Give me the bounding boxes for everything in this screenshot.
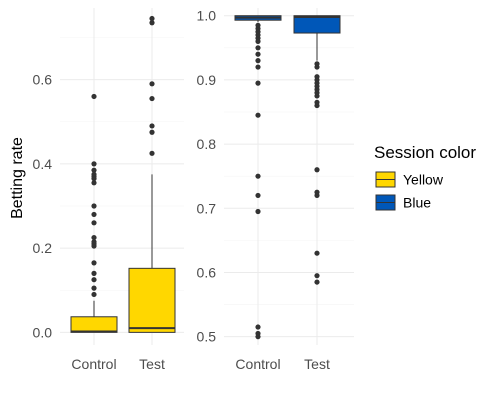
x-tick-label: Control: [235, 356, 280, 372]
outlier-point: [91, 161, 97, 167]
outlier-point: [314, 250, 320, 256]
y-tick-label: 0.2: [33, 240, 53, 256]
x-tick-label: Test: [304, 356, 330, 372]
outlier-point: [149, 15, 155, 22]
outlier-point: [149, 81, 155, 87]
outlier-point: [255, 324, 261, 330]
legend-label: Yellow: [403, 172, 444, 188]
outlier-point: [255, 80, 261, 86]
y-tick-label: 0.4: [33, 156, 53, 172]
outlier-point: [91, 180, 97, 186]
outlier-point: [91, 167, 97, 173]
y-tick-label: 0.8: [197, 136, 217, 152]
y-tick-label: 0.9: [197, 72, 217, 88]
outlier-point: [255, 22, 261, 28]
outlier-point: [255, 192, 261, 199]
outlier-point: [255, 173, 261, 179]
panel-yellow: 0.0 0.2 0.4 0.6 Control Test: [33, 8, 184, 372]
outlier-point: [255, 112, 261, 118]
legend-item-blue: Blue: [375, 194, 431, 211]
legend-item-yellow: Yellow: [375, 171, 444, 188]
outlier-point: [255, 330, 261, 337]
outlier-point: [255, 51, 261, 57]
box-iqr: [70, 316, 118, 333]
outlier-point: [314, 74, 320, 80]
outlier-point: [91, 203, 97, 209]
y-axis-label: Betting rate: [9, 137, 26, 219]
outlier-point: [91, 277, 97, 283]
box-test: [128, 15, 176, 333]
outlier-point: [91, 239, 97, 245]
outlier-point: [314, 167, 320, 173]
outlier-point: [314, 61, 320, 67]
y-tick-label: 1.0: [197, 8, 217, 24]
outlier-point: [149, 20, 155, 26]
outlier-point: [255, 45, 261, 51]
outlier-point: [149, 129, 155, 135]
outlier-point: [91, 285, 97, 291]
outlier-point: [149, 150, 155, 156]
y-tick-label: 0.6: [33, 72, 53, 88]
outlier-point: [91, 270, 97, 276]
outlier-point: [91, 260, 97, 266]
outlier-point: [314, 99, 320, 105]
x-tick-label: Control: [71, 356, 116, 372]
box-control: [234, 15, 282, 340]
outlier-point: [91, 220, 97, 226]
legend-label: Blue: [403, 195, 431, 211]
outlier-point: [91, 291, 97, 298]
outlier-point: [255, 64, 261, 70]
outlier-point: [91, 211, 97, 218]
y-tick-label: 0.5: [197, 329, 217, 345]
outlier-point: [91, 93, 97, 100]
box-test: [293, 15, 341, 285]
box-iqr: [293, 15, 341, 34]
outlier-point: [255, 208, 261, 215]
outlier-point: [314, 189, 320, 195]
outlier-point: [91, 171, 97, 177]
y-tick-label: 0.0: [33, 324, 53, 340]
y-tick-label: 0.7: [197, 200, 217, 216]
panel-blue: 0.5 0.6 0.7 0.8 0.9 1.0 Control Test: [197, 8, 354, 372]
outlier-point: [255, 58, 261, 64]
outlier-point: [149, 123, 155, 129]
outlier-point: [314, 279, 320, 285]
outlier-point: [314, 273, 320, 279]
legend-title: Session color: [374, 143, 476, 162]
y-tick-label: 0.6: [197, 264, 217, 280]
box-control: [70, 93, 118, 333]
x-tick-label: Test: [139, 356, 165, 372]
outlier-point: [91, 234, 97, 241]
box-iqr: [128, 267, 176, 333]
legend: Yellow Blue: [375, 171, 444, 211]
outlier-point: [149, 95, 155, 102]
